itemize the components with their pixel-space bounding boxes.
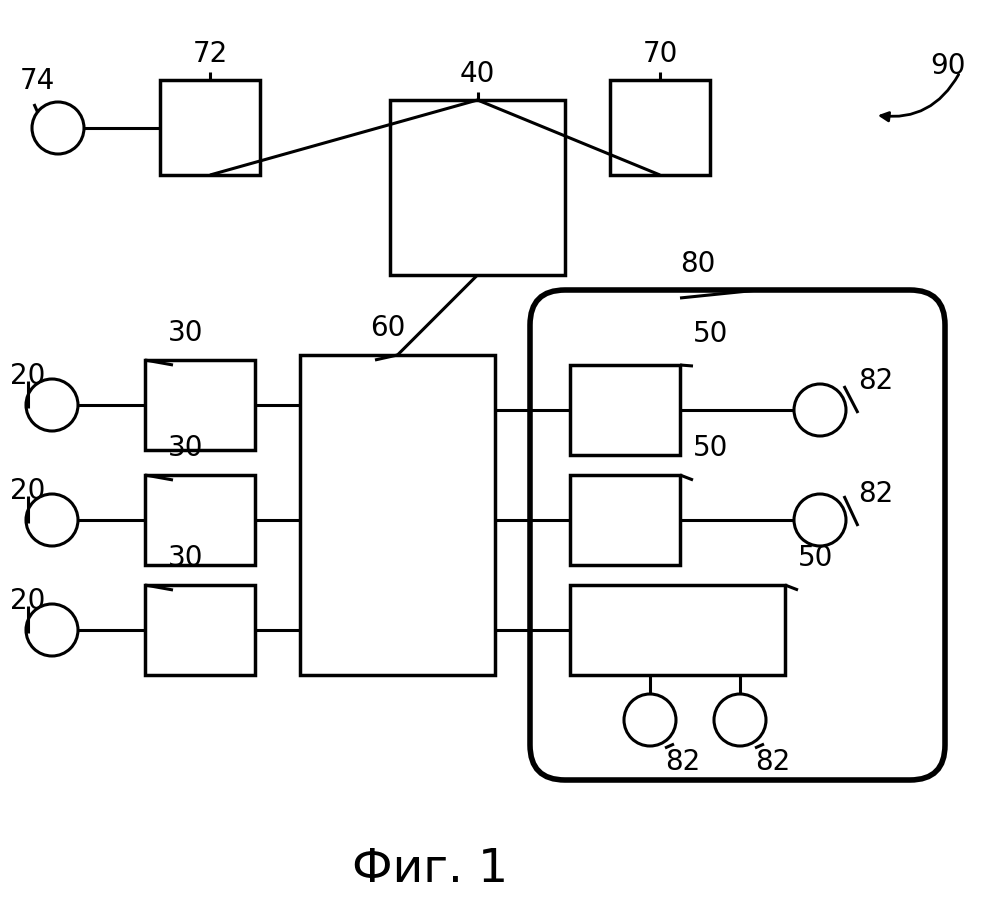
Text: Фиг. 1: Фиг. 1 <box>352 847 508 892</box>
Text: 82: 82 <box>665 748 700 776</box>
Text: 20: 20 <box>10 477 45 505</box>
Text: 82: 82 <box>755 748 790 776</box>
Circle shape <box>26 604 78 656</box>
Text: 40: 40 <box>459 60 495 88</box>
Text: 90: 90 <box>930 52 966 80</box>
Text: 30: 30 <box>168 434 204 462</box>
Text: 30: 30 <box>168 319 204 347</box>
Text: 80: 80 <box>680 250 715 278</box>
Text: 60: 60 <box>370 314 405 342</box>
Text: 50: 50 <box>693 434 728 462</box>
Text: 30: 30 <box>168 544 204 572</box>
Text: 20: 20 <box>10 587 45 615</box>
Bar <box>610 80 710 175</box>
Circle shape <box>794 384 846 436</box>
Text: 72: 72 <box>192 40 228 68</box>
Text: 50: 50 <box>798 544 833 572</box>
Circle shape <box>714 694 766 746</box>
Bar <box>145 360 255 450</box>
Text: 20: 20 <box>10 362 45 390</box>
Bar <box>145 475 255 565</box>
Bar <box>390 100 565 275</box>
Circle shape <box>32 102 84 154</box>
Text: 82: 82 <box>858 480 893 508</box>
Bar <box>570 585 785 675</box>
Circle shape <box>624 694 676 746</box>
Circle shape <box>26 494 78 546</box>
Text: 50: 50 <box>693 320 728 348</box>
Circle shape <box>794 494 846 546</box>
Text: 82: 82 <box>858 367 893 395</box>
Text: 70: 70 <box>642 40 678 68</box>
Text: 74: 74 <box>20 67 55 95</box>
Bar <box>145 585 255 675</box>
Bar <box>300 355 495 675</box>
Bar <box>570 475 680 565</box>
Circle shape <box>26 379 78 431</box>
Bar <box>160 80 260 175</box>
Bar <box>570 365 680 455</box>
FancyBboxPatch shape <box>530 290 945 780</box>
